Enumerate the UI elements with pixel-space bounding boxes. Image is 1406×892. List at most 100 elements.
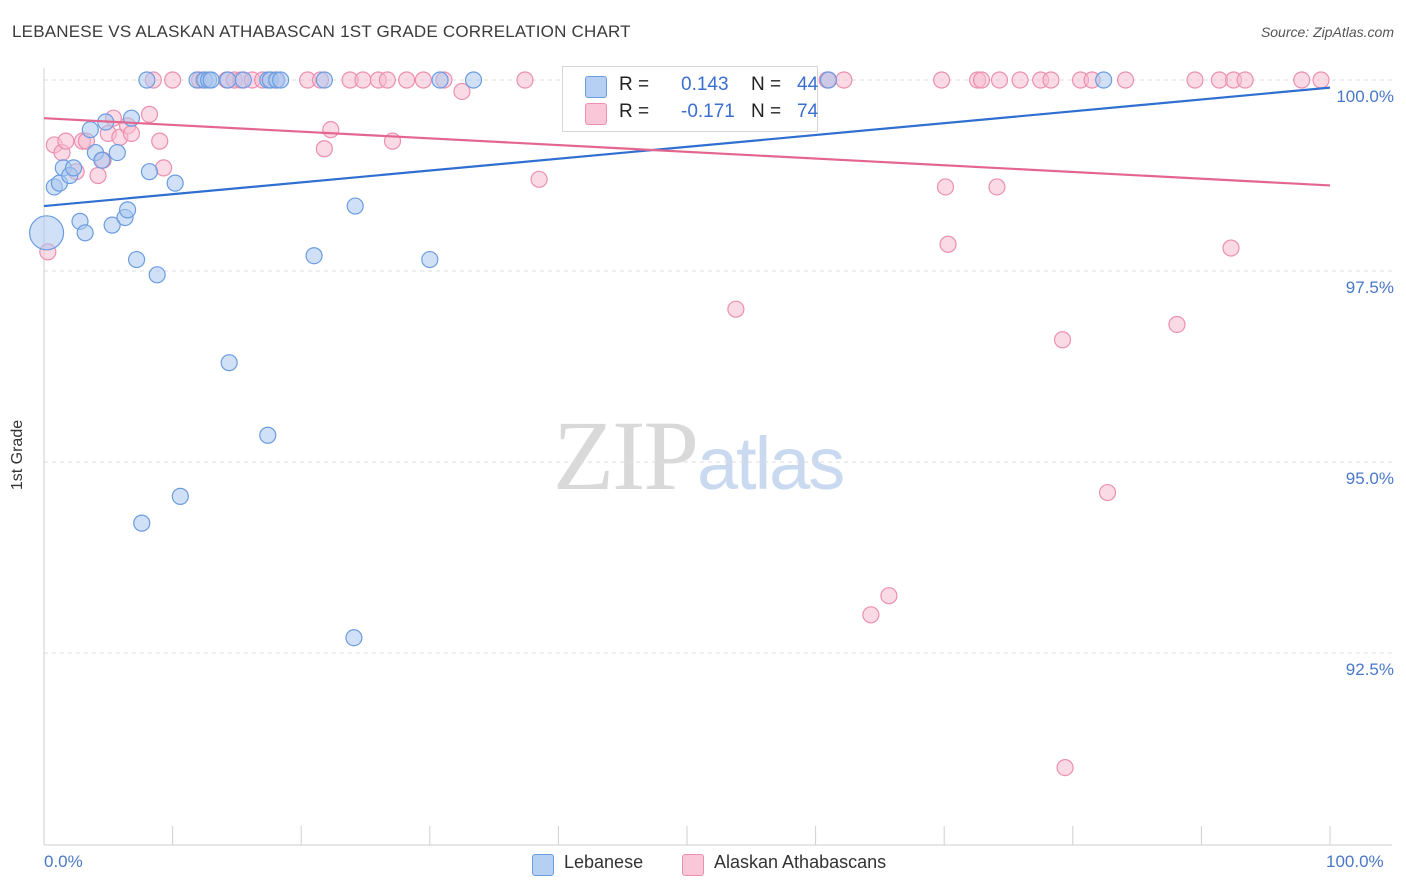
alaskan-point bbox=[1222, 239, 1240, 257]
lebanese-point bbox=[64, 159, 83, 177]
lebanese-point bbox=[202, 71, 220, 89]
gridlines bbox=[44, 79, 1392, 654]
lebanese-point bbox=[93, 151, 111, 169]
legend-n-label: N = bbox=[751, 101, 782, 122]
axes bbox=[43, 68, 1392, 846]
alaskan-point bbox=[315, 140, 333, 158]
y-axis-label: 1st Grade bbox=[9, 419, 26, 491]
lebanese-point bbox=[76, 224, 94, 242]
alaskan-trend-line bbox=[43, 117, 1331, 187]
alaskan-point bbox=[988, 178, 1006, 196]
legend-r-value-alaskan: -0.171 bbox=[681, 101, 735, 122]
lebanese-point bbox=[133, 514, 151, 532]
lebanese-point bbox=[272, 71, 290, 89]
lebanese-point bbox=[220, 354, 238, 372]
chart-title: LEBANESE VS ALASKAN ATHABASCAN 1ST GRADE… bbox=[12, 22, 631, 41]
alaskan-point bbox=[378, 71, 396, 89]
x-tick-label-max: 100.0% bbox=[1326, 852, 1384, 871]
alaskan-point bbox=[530, 170, 548, 188]
lebanese-point bbox=[219, 71, 237, 89]
alaskan-point bbox=[1186, 71, 1204, 89]
lebanese-trend-line bbox=[43, 86, 1331, 208]
alaskan-point bbox=[1168, 315, 1186, 334]
lebanese-point bbox=[140, 163, 159, 181]
legend-r-label: R = bbox=[619, 101, 650, 122]
alaskan-point bbox=[122, 124, 141, 143]
lebanese-point bbox=[118, 201, 137, 219]
lebanese-point bbox=[171, 487, 189, 505]
alaskan-point bbox=[398, 71, 416, 89]
x-tick-label-min: 0.0% bbox=[44, 852, 83, 871]
y-tick-label: 95.0% bbox=[1345, 469, 1394, 488]
alaskan-point bbox=[972, 71, 991, 89]
lebanese-point bbox=[103, 216, 121, 234]
legend-r-label: R = bbox=[619, 74, 650, 95]
legend-label-alaskan: Alaskan Athabascans bbox=[714, 852, 887, 872]
lebanese-point bbox=[345, 629, 363, 647]
alaskan-point bbox=[151, 132, 169, 150]
alaskan-point bbox=[57, 132, 75, 150]
lebanese-point bbox=[28, 215, 65, 251]
alaskan-point bbox=[727, 300, 745, 318]
alaskan-point bbox=[154, 159, 173, 177]
legend-r-value-lebanese: 0.143 bbox=[681, 74, 729, 95]
zipatlas-watermark: ZIPatlas bbox=[553, 398, 845, 513]
lebanese-point bbox=[138, 71, 156, 89]
lebanese-point bbox=[421, 250, 439, 269]
trend-lines bbox=[43, 86, 1331, 208]
alaskan-swatch bbox=[585, 103, 607, 125]
lebanese-point bbox=[259, 426, 277, 444]
y-tick-label: 100.0% bbox=[1336, 87, 1394, 106]
correlation-legend: R = 0.143 N = 44 R = -0.171 N = 74 bbox=[562, 66, 818, 132]
alaskan-point bbox=[1098, 483, 1117, 502]
alaskan-point bbox=[880, 587, 898, 605]
alaskan-point bbox=[862, 606, 880, 624]
alaskan-point bbox=[89, 166, 107, 185]
alaskan-point bbox=[1293, 71, 1311, 89]
lebanese-points bbox=[28, 71, 1113, 647]
alaskan-point bbox=[140, 105, 159, 123]
lebanese-point bbox=[148, 266, 166, 284]
legend-n-label: N = bbox=[751, 74, 782, 95]
alaskan-point bbox=[1312, 71, 1330, 89]
alaskan-point bbox=[354, 71, 372, 89]
alaskan-point bbox=[936, 178, 955, 196]
alaskan-point bbox=[322, 121, 340, 139]
alaskan-points bbox=[39, 71, 1330, 777]
legend-n-value-alaskan: 74 bbox=[797, 101, 819, 122]
alaskan-point bbox=[1056, 758, 1074, 777]
source-credit[interactable]: Source: ZipAtlas.com bbox=[1260, 24, 1394, 40]
lebanese-point bbox=[346, 197, 364, 215]
lebanese-point bbox=[166, 174, 184, 192]
lebanese-point bbox=[108, 143, 126, 162]
lebanese-legend-swatch bbox=[532, 854, 554, 876]
alaskan-point bbox=[414, 71, 432, 89]
legend-n-value-lebanese: 44 bbox=[797, 74, 819, 95]
lebanese-point bbox=[1095, 71, 1113, 89]
watermark-atlas: atlas bbox=[697, 422, 845, 505]
alaskan-point bbox=[939, 235, 957, 253]
lebanese-swatch bbox=[585, 76, 607, 98]
alaskan-legend-swatch bbox=[682, 854, 704, 876]
alaskan-point bbox=[1011, 71, 1029, 89]
alaskan-point bbox=[835, 71, 853, 89]
lebanese-point bbox=[431, 71, 449, 89]
alaskan-point bbox=[1116, 71, 1135, 89]
lebanese-point bbox=[234, 71, 252, 89]
bottom-legend: Lebanese Alaskan Athabascans bbox=[0, 852, 1406, 878]
alaskan-point bbox=[990, 71, 1009, 89]
lebanese-point bbox=[81, 121, 99, 139]
y-tick-label: 92.5% bbox=[1345, 660, 1394, 679]
y-tick-label: 97.5% bbox=[1345, 278, 1394, 297]
lebanese-point bbox=[305, 247, 323, 265]
alaskan-point bbox=[516, 71, 534, 89]
alaskan-point bbox=[453, 82, 471, 101]
alaskan-point bbox=[1042, 71, 1060, 89]
watermark-zip: ZIP bbox=[553, 400, 699, 511]
alaskan-point bbox=[1053, 331, 1072, 349]
lebanese-point bbox=[127, 250, 146, 269]
alaskan-point bbox=[1236, 71, 1254, 89]
alaskan-point bbox=[933, 71, 951, 89]
lebanese-point bbox=[819, 71, 838, 89]
